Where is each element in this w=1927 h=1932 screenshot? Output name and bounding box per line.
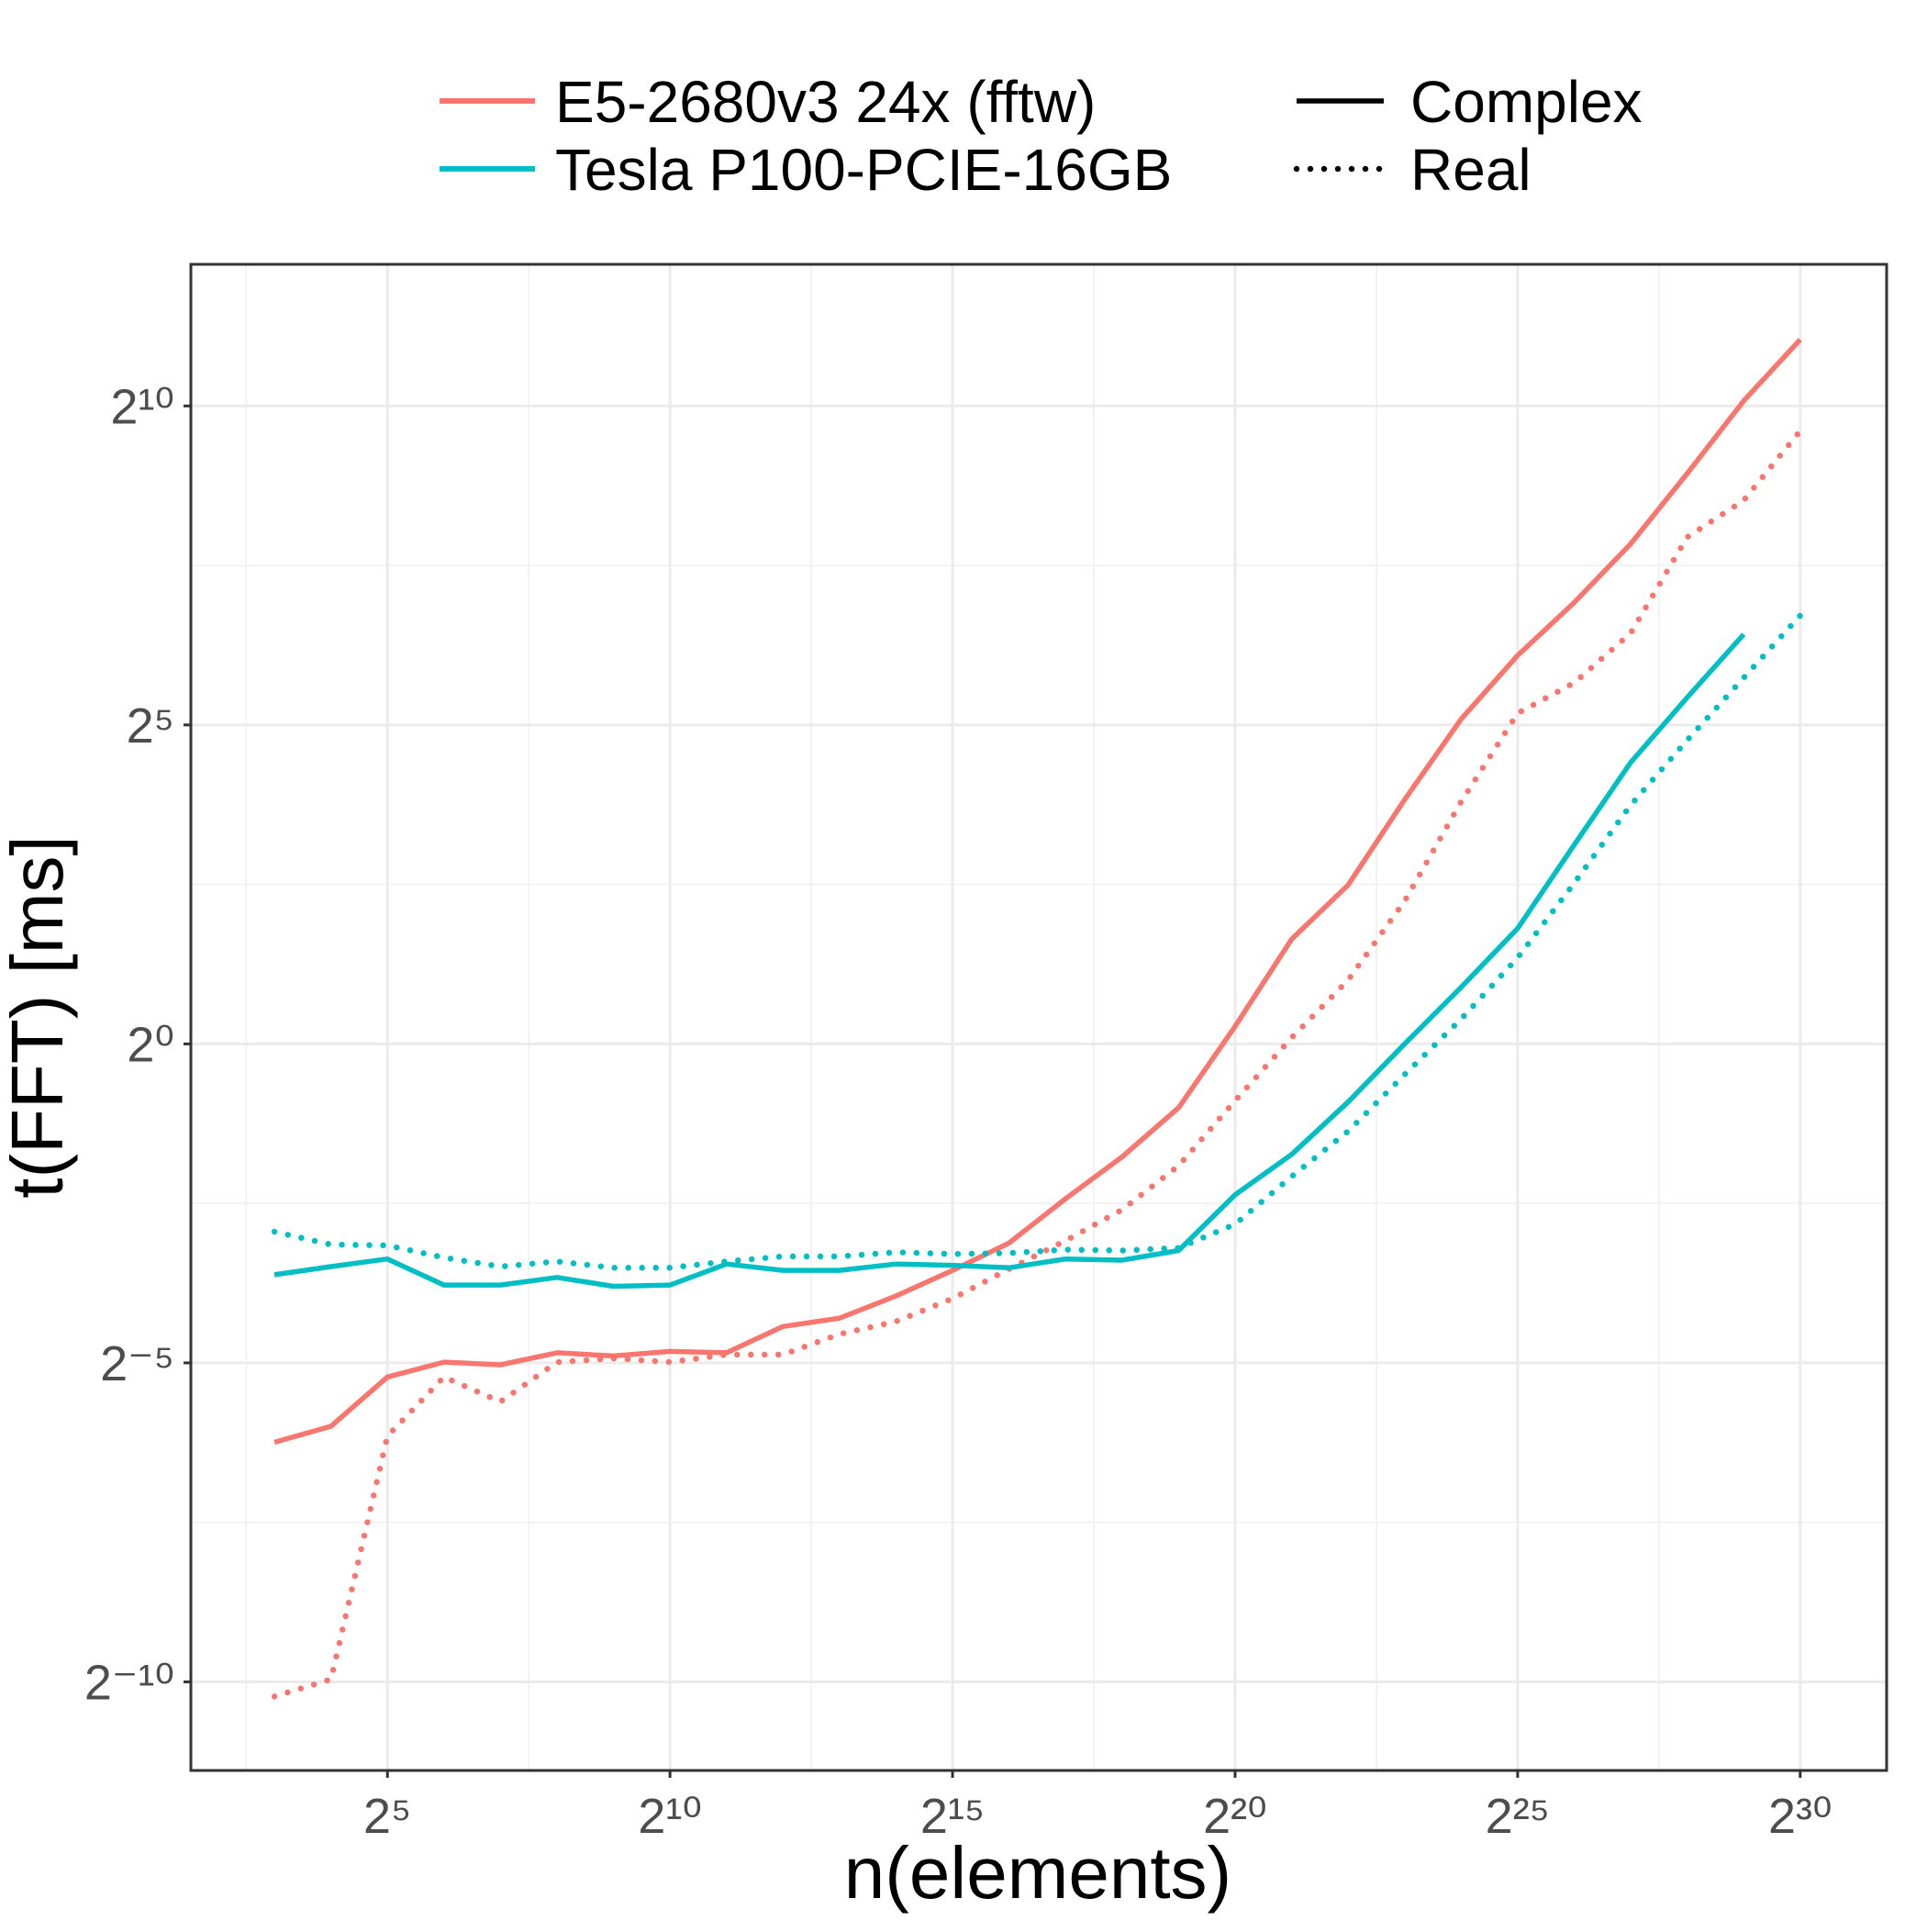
legend-label: Tesla P100-PCIE-16GB <box>555 137 1172 203</box>
y-tick-label: 2⁰ <box>127 1017 174 1072</box>
legend-label: E5-2680v3 24x (fftw) <box>555 69 1096 135</box>
plot-border <box>189 262 1888 1772</box>
x-tick-label: 2²⁵ <box>1486 1789 1550 1844</box>
series-line <box>271 428 1804 1700</box>
y-tick-label: 2⁻⁵ <box>100 1336 174 1391</box>
x-tick-label: 2⁵ <box>363 1789 411 1844</box>
legend-label: Complex <box>1410 69 1643 135</box>
y-axis-title: t(FFT) [ms] <box>0 835 78 1198</box>
y-tick-label: 2⁵ <box>127 698 174 754</box>
x-tick-label: 2¹⁵ <box>920 1789 985 1844</box>
x-axis-title: n(elements) <box>844 1832 1231 1914</box>
series-line <box>273 338 1802 1446</box>
x-tick-label: 2²⁰ <box>1203 1789 1267 1844</box>
x-tick-label: 2³⁰ <box>1768 1789 1832 1844</box>
y-tick-label: 2⁻¹⁰ <box>84 1655 174 1710</box>
series-line <box>271 612 1804 1271</box>
y-tick-label: 2¹⁰ <box>110 379 174 434</box>
legend-label: Real <box>1410 137 1532 203</box>
x-tick-label: 2¹⁰ <box>638 1789 702 1844</box>
series-line <box>273 632 1746 1290</box>
